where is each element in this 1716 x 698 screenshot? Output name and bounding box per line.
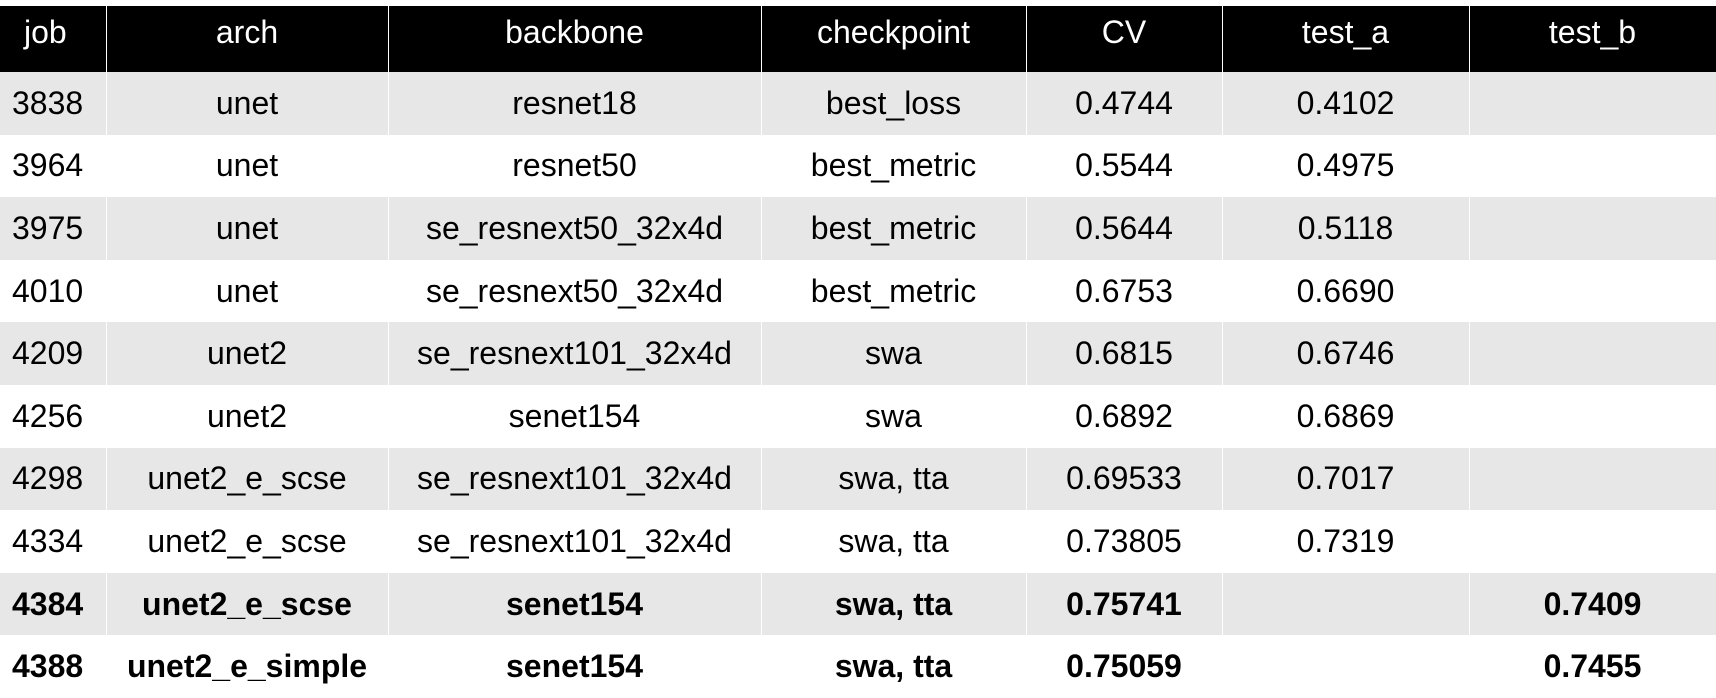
table-cell: 0.6690 <box>1222 259 1470 323</box>
table-cell: 0.75059 <box>1026 635 1223 698</box>
table-cell <box>1469 134 1716 198</box>
table-cell: 0.5644 <box>1026 197 1223 260</box>
table-cell: unet2_e_simple <box>106 635 389 698</box>
table-cell: best_metric <box>761 259 1027 323</box>
table-cell: 0.5118 <box>1222 197 1470 260</box>
table-cell: unet <box>106 134 389 198</box>
table-cell: swa, tta <box>761 572 1027 636</box>
column-header: job <box>0 6 107 72</box>
table-cell <box>1222 572 1470 636</box>
table-cell <box>1469 447 1716 511</box>
table-cell <box>1469 259 1716 323</box>
table-cell: 4298 <box>0 447 107 511</box>
table-row: 4388 unet2_e_simple senet154 swa, tta 0.7505… <box>0 635 1716 698</box>
table-cell: 0.7455 <box>1469 635 1716 698</box>
table-cell: 4209 <box>0 322 107 385</box>
table-cell: se_resnext50_32x4d <box>388 197 762 260</box>
table-cell: 0.5544 <box>1026 134 1223 198</box>
table-cell: 0.7319 <box>1222 510 1470 573</box>
table-cell: swa, tta <box>761 635 1027 698</box>
table-cell: se_resnext50_32x4d <box>388 259 762 323</box>
table-cell: swa <box>761 322 1027 385</box>
table-cell: senet154 <box>388 572 762 636</box>
table-cell: unet2 <box>106 384 389 448</box>
table-cell: se_resnext101_32x4d <box>388 322 762 385</box>
table-cell <box>1469 197 1716 260</box>
table-cell <box>1469 72 1716 135</box>
table-row: 3975 unet se_resnext50_32x4d best_metric 0.5… <box>0 197 1716 260</box>
table-row: 4298 unet2_e_scse se_resnext101_32x4d swa, … <box>0 447 1716 511</box>
table-cell <box>1222 635 1470 698</box>
table-cell: 4384 <box>0 572 107 636</box>
table-row: 4384 unet2_e_scse senet154 swa, tta 0.75741 0… <box>0 572 1716 636</box>
table-cell: best_metric <box>761 197 1027 260</box>
table-row: 3838 unet resnet18 best_loss 0.4744 0.4102 <box>0 72 1716 135</box>
header-row: job arch backbone checkpoint CV test_a test_b <box>0 6 1716 72</box>
table-body: 3838 unet resnet18 best_loss 0.4744 0.4102 396… <box>0 72 1716 698</box>
table-cell: resnet50 <box>388 134 762 198</box>
table-cell: senet154 <box>388 384 762 448</box>
table-cell: 0.73805 <box>1026 510 1223 573</box>
column-header: test_a <box>1222 6 1470 72</box>
table-cell: 3964 <box>0 134 107 198</box>
table-cell: 4334 <box>0 510 107 573</box>
table-cell: se_resnext101_32x4d <box>388 510 762 573</box>
table-cell: 0.6746 <box>1222 322 1470 385</box>
results-table: job arch backbone checkpoint CV test_a test_b … <box>0 6 1716 698</box>
table-row: 3964 unet resnet50 best_metric 0.5544 0.4975 <box>0 134 1716 198</box>
column-header: test_b <box>1469 6 1716 72</box>
table-cell: unet <box>106 72 389 135</box>
table-cell: unet <box>106 259 389 323</box>
table-cell: best_metric <box>761 134 1027 198</box>
table-cell: 0.75741 <box>1026 572 1223 636</box>
table-cell: swa, tta <box>761 510 1027 573</box>
table-cell: unet <box>106 197 389 260</box>
table-cell <box>1469 322 1716 385</box>
table-row: 4334 unet2_e_scse se_resnext101_32x4d swa, … <box>0 510 1716 573</box>
table-row: 4209 unet2 se_resnext101_32x4d swa 0.6815 0.6… <box>0 322 1716 385</box>
table-row: 4256 unet2 senet154 swa 0.6892 0.6869 <box>0 384 1716 448</box>
table-cell: swa <box>761 384 1027 448</box>
table-cell: 0.6753 <box>1026 259 1223 323</box>
table-cell: best_loss <box>761 72 1027 135</box>
column-header: arch <box>106 6 389 72</box>
table-cell: 0.6892 <box>1026 384 1223 448</box>
table-cell: 3975 <box>0 197 107 260</box>
table-cell: 4256 <box>0 384 107 448</box>
table-cell: 0.4102 <box>1222 72 1470 135</box>
table-cell: 0.4744 <box>1026 72 1223 135</box>
table-cell: unet2_e_scse <box>106 572 389 636</box>
table-cell: unet2_e_scse <box>106 510 389 573</box>
column-header: backbone <box>388 6 762 72</box>
table-cell: 3838 <box>0 72 107 135</box>
table-cell: senet154 <box>388 635 762 698</box>
table-cell: 0.6869 <box>1222 384 1470 448</box>
column-header: CV <box>1026 6 1223 72</box>
table-cell: 4010 <box>0 259 107 323</box>
table-cell: swa, tta <box>761 447 1027 511</box>
table-cell: unet2 <box>106 322 389 385</box>
table-cell: 0.4975 <box>1222 134 1470 198</box>
table-row: 4010 unet se_resnext50_32x4d best_metric 0.6… <box>0 259 1716 323</box>
table-cell: resnet18 <box>388 72 762 135</box>
table-cell: 4388 <box>0 635 107 698</box>
table-cell: 0.7017 <box>1222 447 1470 511</box>
table-cell: 0.69533 <box>1026 447 1223 511</box>
table-cell <box>1469 384 1716 448</box>
table-cell: unet2_e_scse <box>106 447 389 511</box>
table-cell: se_resnext101_32x4d <box>388 447 762 511</box>
table-cell: 0.7409 <box>1469 572 1716 636</box>
column-header: checkpoint <box>761 6 1027 72</box>
table-cell: 0.6815 <box>1026 322 1223 385</box>
table-cell <box>1469 510 1716 573</box>
